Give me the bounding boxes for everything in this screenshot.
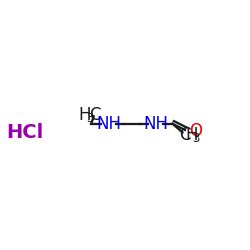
Text: 3: 3 (192, 132, 200, 144)
Text: HCl: HCl (6, 123, 44, 142)
Text: H: H (186, 126, 198, 144)
Text: H: H (79, 106, 91, 124)
Text: NH: NH (143, 115, 168, 133)
Text: C: C (90, 106, 101, 124)
Text: 3: 3 (86, 112, 93, 125)
Text: C: C (179, 126, 190, 144)
Text: NH: NH (96, 115, 121, 133)
Text: O: O (190, 122, 202, 140)
